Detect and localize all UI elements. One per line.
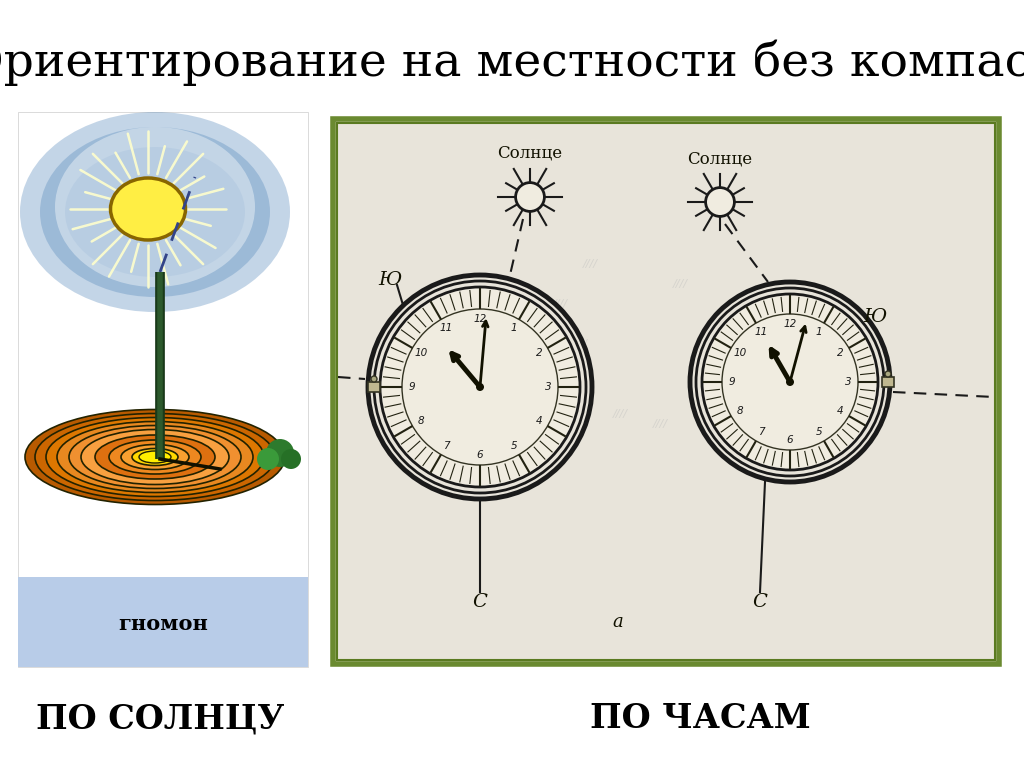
Text: ПО ЧАСАМ: ПО ЧАСАМ <box>590 703 810 736</box>
Circle shape <box>281 449 301 469</box>
Circle shape <box>706 188 734 216</box>
Circle shape <box>266 439 294 467</box>
Bar <box>882 377 894 387</box>
Text: С: С <box>753 593 767 611</box>
Text: Солнце: Солнце <box>687 150 753 167</box>
Text: С: С <box>472 593 487 611</box>
Bar <box>333 119 999 664</box>
Text: 6: 6 <box>477 450 483 460</box>
Circle shape <box>374 281 586 493</box>
Text: ////: //// <box>692 369 708 379</box>
Text: 1: 1 <box>816 327 822 337</box>
Circle shape <box>885 371 891 377</box>
Text: 10: 10 <box>415 348 428 358</box>
Circle shape <box>371 376 377 382</box>
Text: 2: 2 <box>837 348 844 358</box>
Text: 5: 5 <box>511 441 517 451</box>
Text: ////: //// <box>553 299 567 309</box>
Circle shape <box>690 282 890 482</box>
Circle shape <box>380 287 580 487</box>
Circle shape <box>368 275 592 499</box>
Text: 12: 12 <box>473 314 486 324</box>
Ellipse shape <box>65 147 245 277</box>
Text: ////: //// <box>572 339 588 349</box>
Text: 9: 9 <box>729 377 735 387</box>
Text: 12: 12 <box>783 319 797 329</box>
Text: ПО СОЛНЦУ: ПО СОЛНЦУ <box>36 703 285 736</box>
Circle shape <box>696 288 884 476</box>
Text: Ю: Ю <box>379 271 401 289</box>
Ellipse shape <box>121 445 189 469</box>
Circle shape <box>257 448 279 470</box>
Bar <box>368 382 380 392</box>
Text: 2: 2 <box>536 348 542 358</box>
Text: ////: //// <box>732 399 748 409</box>
Text: ////: //// <box>583 259 597 269</box>
Ellipse shape <box>69 426 241 489</box>
Ellipse shape <box>40 127 270 297</box>
Text: 11: 11 <box>755 327 768 337</box>
Text: Солнце: Солнце <box>498 145 562 162</box>
Text: 3: 3 <box>845 377 851 387</box>
Text: 4: 4 <box>837 406 844 416</box>
Text: ////: //// <box>742 309 758 319</box>
Text: ////: //// <box>612 409 628 419</box>
Ellipse shape <box>46 417 264 496</box>
Text: a: a <box>612 613 624 631</box>
Ellipse shape <box>55 127 255 287</box>
Ellipse shape <box>139 451 171 463</box>
Text: 4: 4 <box>536 416 542 426</box>
Text: 10: 10 <box>733 348 746 358</box>
Circle shape <box>702 294 878 470</box>
Text: ////: //// <box>673 279 687 289</box>
FancyBboxPatch shape <box>18 112 308 667</box>
Text: 7: 7 <box>758 427 764 437</box>
Circle shape <box>516 183 545 212</box>
Circle shape <box>786 378 794 386</box>
Text: 5: 5 <box>816 427 822 437</box>
Circle shape <box>476 383 484 391</box>
Text: 9: 9 <box>409 382 416 392</box>
Ellipse shape <box>35 413 275 501</box>
Text: гномон: гномон <box>118 614 208 634</box>
Text: 3: 3 <box>545 382 551 392</box>
Text: 7: 7 <box>442 441 450 451</box>
Ellipse shape <box>81 430 229 485</box>
Text: 1: 1 <box>511 323 517 333</box>
Text: 6: 6 <box>786 435 794 445</box>
Ellipse shape <box>57 422 253 492</box>
Text: Ю: Ю <box>863 308 887 326</box>
Bar <box>333 119 999 664</box>
Bar <box>18 577 308 667</box>
Bar <box>337 123 995 660</box>
Text: Ориентирование на местности без компаса: Ориентирование на местности без компаса <box>0 39 1024 85</box>
Text: 11: 11 <box>439 323 453 333</box>
Ellipse shape <box>132 449 178 466</box>
Text: 8: 8 <box>736 406 743 416</box>
Ellipse shape <box>95 435 215 479</box>
Text: ////: //// <box>652 419 668 429</box>
Ellipse shape <box>25 410 285 505</box>
Ellipse shape <box>109 440 201 474</box>
Ellipse shape <box>20 112 290 312</box>
Text: 8: 8 <box>418 416 424 426</box>
Ellipse shape <box>111 178 185 240</box>
